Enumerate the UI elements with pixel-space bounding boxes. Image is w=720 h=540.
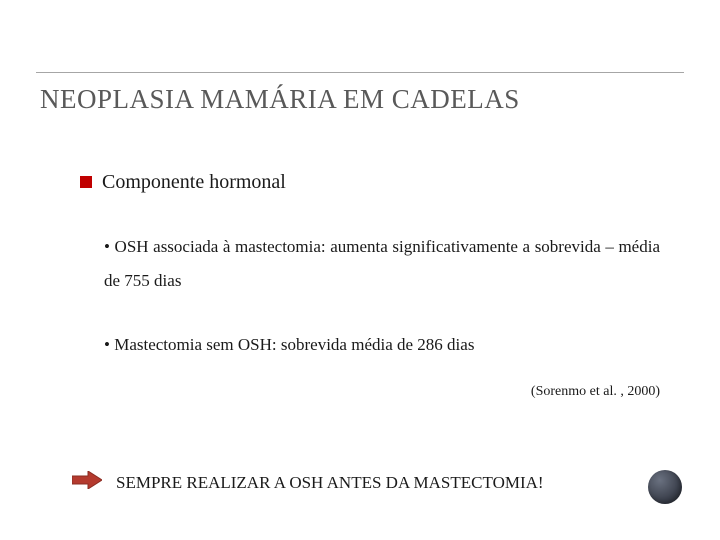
- content-area: Componente hormonal • OSH associada à ma…: [80, 170, 660, 400]
- arrow-icon: [72, 471, 102, 494]
- square-bullet-icon: [80, 176, 92, 188]
- bullet-text: Mastectomia sem OSH: sobrevida média de …: [114, 335, 474, 354]
- callout-text: SEMPRE REALIZAR A OSH ANTES DA MASTECTOM…: [116, 473, 544, 493]
- bullet-marker: •: [104, 335, 110, 354]
- bullet-text: OSH associada à mastectomia: aumenta sig…: [104, 237, 660, 290]
- citation: (Sorenmo et al. , 2000): [80, 384, 660, 400]
- bullet-marker: •: [104, 237, 110, 256]
- slide: NEOPLASIA MAMÁRIA EM CADELAS Componente …: [0, 0, 720, 540]
- decorative-ball: [648, 470, 682, 504]
- subheading-text: Componente hormonal: [102, 171, 286, 194]
- slide-title: NEOPLASIA MAMÁRIA EM CADELAS: [40, 84, 680, 115]
- subheading-row: Componente hormonal: [80, 170, 660, 194]
- bullet-item-1: • OSH associada à mastectomia: aumenta s…: [104, 230, 660, 298]
- top-rule: [36, 72, 684, 73]
- callout-row: SEMPRE REALIZAR A OSH ANTES DA MASTECTOM…: [72, 471, 660, 494]
- bullet-item-2: • Mastectomia sem OSH: sobrevida média d…: [104, 328, 660, 362]
